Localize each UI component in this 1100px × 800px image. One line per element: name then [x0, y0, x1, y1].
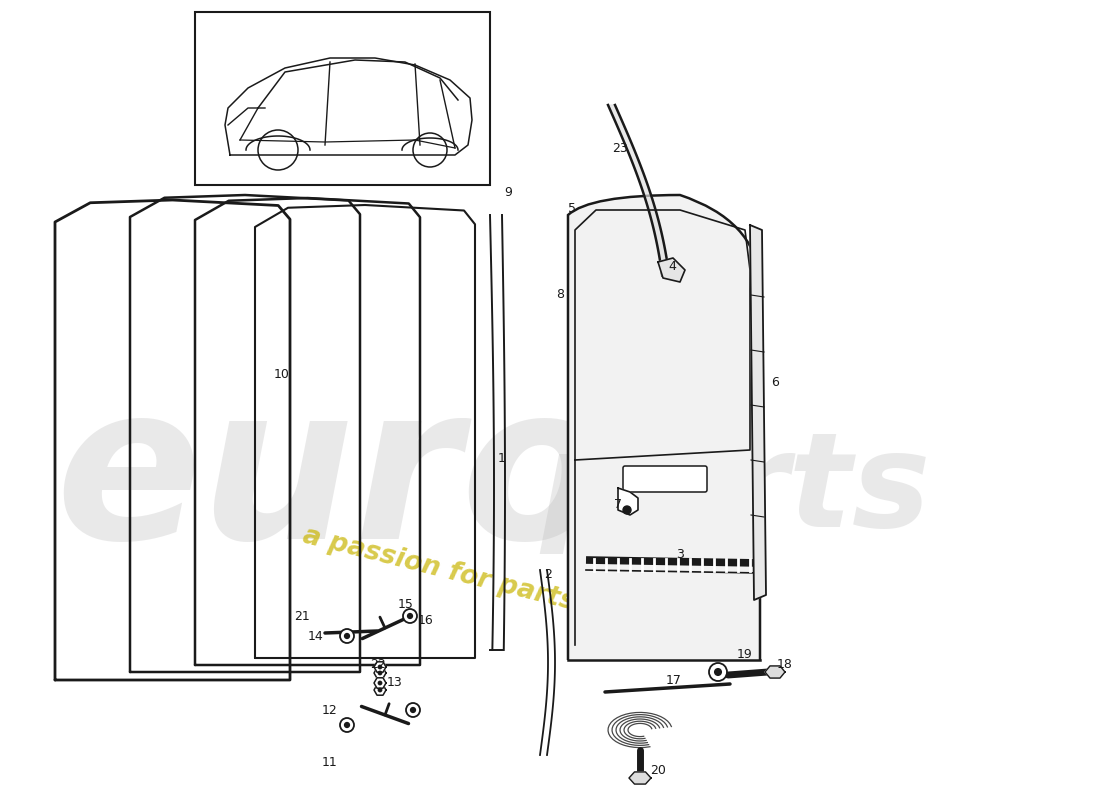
Text: o: o [460, 375, 608, 585]
Text: 19: 19 [737, 649, 752, 662]
Circle shape [407, 613, 414, 619]
Circle shape [377, 687, 383, 692]
Circle shape [377, 665, 383, 670]
Circle shape [377, 670, 383, 675]
Circle shape [340, 718, 354, 732]
Circle shape [623, 506, 631, 514]
Polygon shape [374, 668, 386, 678]
Polygon shape [629, 772, 651, 784]
Circle shape [377, 681, 383, 686]
Text: 21: 21 [294, 610, 310, 623]
Circle shape [340, 629, 354, 643]
Circle shape [344, 722, 350, 728]
Text: 20: 20 [650, 763, 666, 777]
Polygon shape [608, 105, 669, 275]
Text: 2: 2 [544, 569, 552, 582]
Polygon shape [618, 488, 638, 515]
Text: 10: 10 [274, 369, 290, 382]
Text: 12: 12 [322, 703, 338, 717]
Polygon shape [764, 666, 785, 678]
Circle shape [403, 609, 417, 623]
Text: 17: 17 [667, 674, 682, 686]
Text: 9: 9 [504, 186, 512, 198]
Polygon shape [374, 662, 386, 672]
Text: parts: parts [540, 426, 931, 554]
Text: a passion for parts since 1985: a passion for parts since 1985 [300, 523, 741, 657]
Text: 18: 18 [777, 658, 793, 671]
Text: 5: 5 [568, 202, 576, 214]
Polygon shape [374, 685, 386, 695]
FancyBboxPatch shape [623, 466, 707, 492]
Text: 3: 3 [676, 549, 684, 562]
Circle shape [714, 668, 722, 676]
Polygon shape [374, 678, 386, 688]
Circle shape [410, 707, 416, 713]
PathPatch shape [568, 195, 760, 660]
Text: 13: 13 [387, 675, 403, 689]
Text: eur: eur [55, 375, 461, 585]
Circle shape [344, 633, 350, 639]
Polygon shape [750, 225, 766, 600]
Text: 22: 22 [370, 658, 386, 671]
Text: 4: 4 [668, 261, 675, 274]
Bar [195, 12, 490, 185]
Text: 14: 14 [308, 630, 323, 643]
Text: 8: 8 [556, 287, 564, 301]
Text: 23: 23 [612, 142, 628, 154]
Text: 6: 6 [771, 375, 779, 389]
Circle shape [710, 663, 727, 681]
Text: 11: 11 [322, 757, 338, 770]
Text: 16: 16 [418, 614, 433, 626]
Text: 15: 15 [398, 598, 414, 611]
Text: 1: 1 [498, 451, 506, 465]
Text: 7: 7 [614, 498, 622, 511]
Circle shape [406, 703, 420, 717]
Polygon shape [658, 258, 685, 282]
